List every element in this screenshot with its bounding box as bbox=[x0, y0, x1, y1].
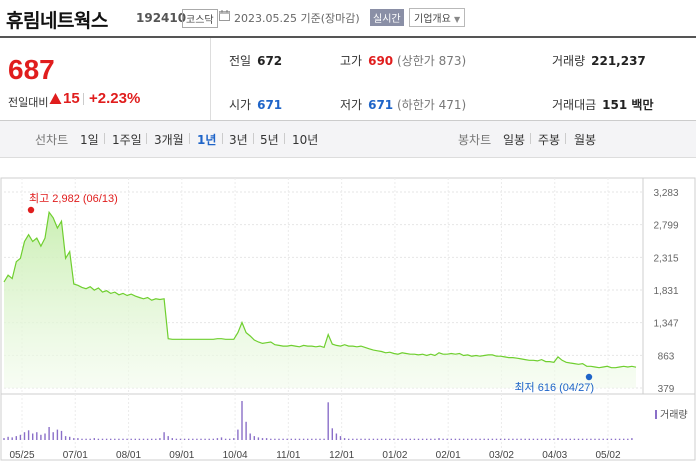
tab-monthly[interactable]: 월봉 bbox=[574, 133, 597, 147]
tab-1d[interactable]: 1일 bbox=[80, 133, 99, 147]
y-tick-label: 1,347 bbox=[653, 319, 678, 330]
tab-3y[interactable]: 3년 bbox=[229, 133, 248, 147]
stat-value: 151 백만 bbox=[602, 98, 654, 112]
stat-value: 671 bbox=[257, 98, 283, 112]
divider bbox=[0, 120, 696, 121]
y-axis: 3,283 2,799 2,315 1,831 1,347 863 379 bbox=[653, 188, 678, 395]
divider bbox=[530, 133, 531, 144]
max-annotation: 최고 2,982 (06/13) bbox=[29, 192, 118, 205]
stock-code: 192410 bbox=[136, 11, 187, 25]
volume-bars bbox=[3, 401, 633, 440]
x-tick-label: 01/02 bbox=[382, 450, 407, 461]
stat-label: 시가 bbox=[229, 98, 252, 112]
tab-1w[interactable]: 1주일 bbox=[112, 133, 142, 147]
y-tick-label: 2,799 bbox=[653, 221, 678, 232]
stat-value: 671 bbox=[368, 98, 394, 112]
y-tick-label: 1,831 bbox=[653, 286, 678, 297]
divider bbox=[189, 133, 190, 144]
tab-daily[interactable]: 일봉 bbox=[503, 133, 526, 147]
chart-tab-bar: 선차트 1일 1주일 3개월 1년 3년 5년 10년 봉차트 일봉 주봉 월봉 bbox=[0, 121, 696, 158]
x-tick-label: 10/04 bbox=[223, 450, 248, 461]
stat-label: 전일 bbox=[229, 54, 252, 68]
price-line bbox=[3, 210, 637, 369]
company-overview-label: 기업개요 bbox=[414, 14, 451, 25]
tab-1y[interactable]: 1년 bbox=[197, 133, 217, 147]
divider bbox=[284, 133, 285, 144]
max-point bbox=[27, 206, 35, 214]
divider bbox=[210, 38, 211, 120]
change-label: 전일대비 bbox=[8, 96, 49, 109]
x-tick-label: 03/02 bbox=[489, 450, 514, 461]
x-tick-label: 11/01 bbox=[276, 450, 301, 461]
price-chart[interactable]: 3,283 2,799 2,315 1,831 1,347 863 379 05/25 07/… bbox=[0, 158, 696, 468]
dropdown-arrow-icon: ▼ bbox=[454, 15, 461, 24]
divider bbox=[565, 133, 566, 144]
x-tick-label: 12/01 bbox=[329, 450, 354, 461]
stat-open: 시가 671 bbox=[229, 96, 282, 113]
y-tick-label: 863 bbox=[658, 351, 675, 362]
divider bbox=[0, 36, 696, 38]
tab-5y[interactable]: 5년 bbox=[260, 133, 279, 147]
y-tick-label: 379 bbox=[658, 384, 675, 395]
volume-legend-label: 거래량 bbox=[660, 410, 688, 421]
stat-value: 690 bbox=[368, 54, 394, 68]
base-date: 2023.05.25 기준(장마감) bbox=[234, 12, 360, 25]
upper-limit: (상한가 873) bbox=[396, 54, 467, 68]
tab-3m[interactable]: 3개월 bbox=[154, 133, 184, 147]
y-tick-label: 2,315 bbox=[653, 253, 678, 264]
x-tick-label: 05/25 bbox=[9, 450, 34, 461]
min-point bbox=[585, 373, 593, 381]
tab-10y[interactable]: 10년 bbox=[292, 133, 319, 147]
company-overview-button[interactable]: 기업개요 ▼ bbox=[409, 8, 466, 27]
stat-label: 고가 bbox=[340, 54, 363, 68]
divider bbox=[222, 133, 223, 144]
current-price: 687 bbox=[8, 54, 55, 85]
stock-name[interactable]: 휴림네트웍스 bbox=[6, 10, 108, 32]
calendar-icon bbox=[219, 10, 230, 21]
stat-trade-value: 거래대금 151 백만 bbox=[552, 96, 653, 113]
x-tick-label: 04/03 bbox=[542, 450, 567, 461]
min-annotation: 최저 616 (04/27) bbox=[514, 381, 594, 394]
stat-value: 672 bbox=[257, 54, 283, 68]
stat-low: 저가 671 (하한가 471) bbox=[340, 96, 466, 113]
x-tick-label: 09/01 bbox=[169, 450, 194, 461]
up-triangle-icon bbox=[49, 93, 62, 104]
lower-limit: (하한가 471) bbox=[396, 98, 467, 112]
x-tick-label: 07/01 bbox=[63, 450, 88, 461]
price-change-percent: +2.23% bbox=[89, 90, 141, 107]
stat-high: 고가 690 (상한가 873) bbox=[340, 52, 466, 69]
x-tick-label: 05/02 bbox=[595, 450, 620, 461]
x-tick-label: 02/01 bbox=[436, 450, 461, 461]
divider bbox=[253, 133, 254, 144]
realtime-button[interactable]: 실시간 bbox=[370, 9, 404, 26]
stat-value: 221,237 bbox=[591, 54, 646, 68]
price-change: 15 bbox=[63, 90, 80, 107]
tab-weekly[interactable]: 주봉 bbox=[538, 133, 561, 147]
x-axis: 05/25 07/01 08/01 09/01 10/04 11/01 12/01 01/02… bbox=[9, 450, 620, 461]
line-chart-label: 선차트 bbox=[35, 133, 69, 147]
chart-frame bbox=[0, 177, 696, 461]
divider bbox=[104, 133, 105, 144]
divider bbox=[146, 133, 147, 144]
stat-prev-close: 전일 672 bbox=[229, 52, 282, 69]
price-area bbox=[4, 212, 636, 388]
divider bbox=[83, 93, 84, 105]
market-badge: 코스닥 bbox=[182, 9, 218, 28]
y-tick-label: 3,283 bbox=[653, 188, 678, 199]
stat-label: 저가 bbox=[340, 98, 363, 112]
volume-legend: 거래량 bbox=[655, 406, 688, 421]
stat-label: 거래대금 bbox=[552, 98, 597, 112]
stock-header: 휴림네트웍스 192410 코스닥 2023.05.25 기준(장마감) 실시간… bbox=[0, 0, 696, 36]
candle-chart-label: 봉차트 bbox=[458, 133, 492, 147]
x-tick-label: 08/01 bbox=[116, 450, 141, 461]
volume-swatch bbox=[655, 410, 657, 419]
stat-volume: 거래량 221,237 bbox=[552, 52, 646, 69]
stat-label: 거래량 bbox=[552, 54, 586, 68]
price-summary: 687 전일대비 15 +2.23% bbox=[0, 38, 210, 120]
